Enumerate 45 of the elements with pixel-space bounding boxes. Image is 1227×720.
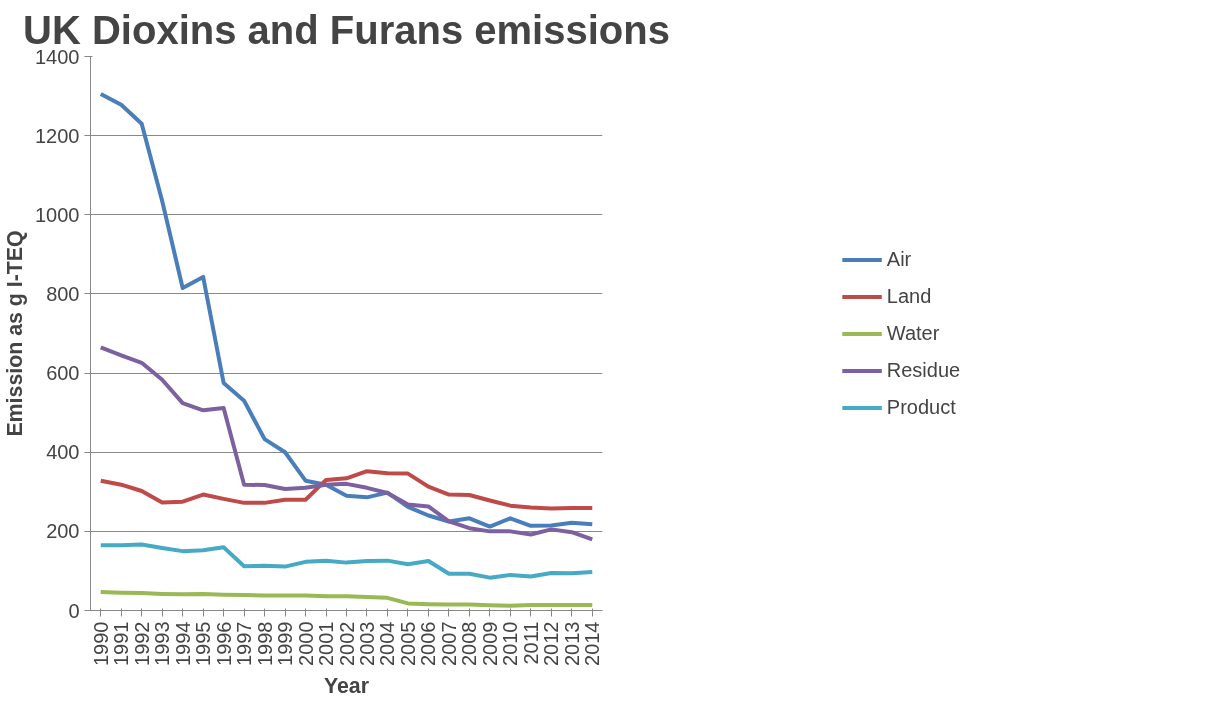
legend-label: Water (886, 321, 940, 345)
x-tick-label: 2014 (581, 621, 604, 666)
y-tick-label: 400 (46, 441, 80, 464)
x-tick-label: 1993 (151, 621, 174, 666)
y-tick-label: 600 (46, 362, 80, 385)
x-tick-label: 2003 (355, 621, 378, 666)
x-tick-label: 1997 (233, 621, 256, 666)
x-tick-label: 2008 (458, 621, 481, 666)
line-series (98, 92, 595, 529)
x-axis-title: Year (323, 673, 370, 698)
y-tick-label: 800 (46, 282, 80, 305)
legend-label: Land (886, 284, 932, 308)
line-series (98, 345, 595, 542)
x-tick-label: 1992 (130, 621, 153, 666)
x-tick-label: 1995 (192, 621, 215, 666)
line-series (98, 469, 595, 511)
x-tick-label: 2002 (335, 621, 358, 666)
x-tick-label: 2007 (437, 621, 460, 666)
x-tick-label: 2001 (315, 621, 338, 666)
line-series (98, 542, 595, 580)
legend-label: Residue (886, 358, 961, 382)
x-tick-label: 2004 (376, 621, 399, 666)
legend-label: Air (886, 247, 912, 271)
x-tick-label: 1996 (212, 621, 235, 666)
x-tick-label: 1994 (171, 621, 194, 666)
y-tick-label: 200 (46, 520, 80, 543)
x-tick-label: 2000 (294, 621, 317, 666)
x-tick-label: 2006 (417, 621, 440, 666)
x-tick-label: 1991 (110, 621, 133, 666)
x-tick-label: 1999 (274, 621, 297, 666)
y-tick-label: 0 (68, 599, 80, 622)
y-axis-title: Emission as g I-TEQ (3, 230, 28, 437)
y-tick-label: 1400 (35, 45, 80, 68)
x-tick-label: 1990 (89, 621, 112, 666)
y-tick-label: 1000 (35, 203, 80, 226)
x-tick-label: 1998 (253, 621, 276, 666)
x-tick-label: 2013 (560, 621, 583, 666)
y-tick-label: 1200 (35, 124, 80, 147)
x-tick-label: 2012 (540, 621, 563, 666)
x-tick-label: 2009 (478, 621, 501, 666)
line-series (98, 589, 595, 608)
x-tick-label: 2010 (499, 621, 522, 666)
legend-label: Product (886, 395, 956, 419)
x-tick-label: 2005 (396, 621, 419, 666)
x-tick-label: 2011 (519, 621, 542, 665)
